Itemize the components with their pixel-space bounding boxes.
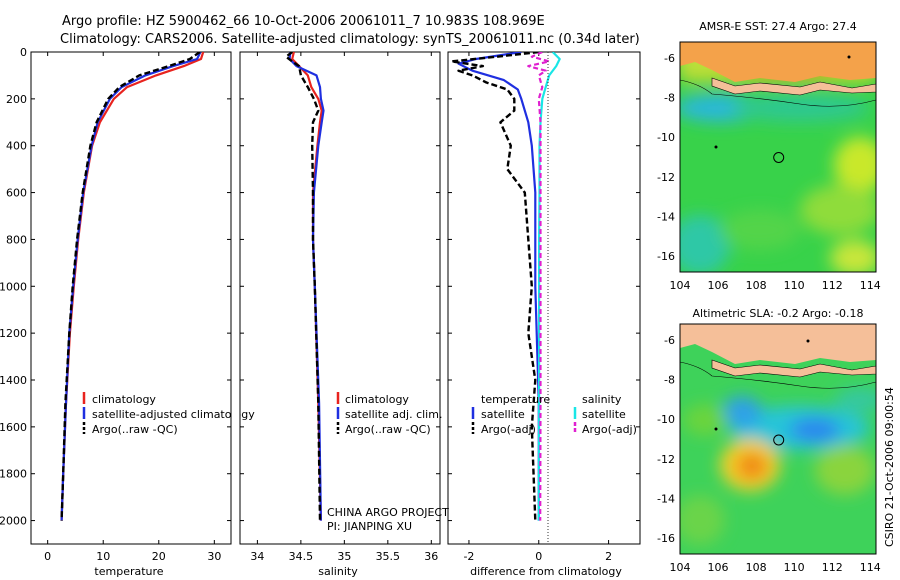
difference-series (450, 52, 561, 521)
map-y-tick-label: -12 (657, 453, 675, 466)
sst-map-frame (679, 41, 877, 273)
map-y-tick-label: -14 (657, 492, 675, 505)
map-y-tick-label: -10 (657, 413, 675, 426)
y-tick-label: 1000 (0, 280, 27, 293)
series-line-salinity-argo-adj- (527, 52, 551, 521)
figure-title-line1: Argo profile: HZ 5900462_66 10-Oct-2006 … (62, 14, 545, 29)
y-tick-label: 800 (6, 233, 27, 246)
x-tick-label: 0 (44, 550, 51, 563)
x-tick-label: 35 (337, 550, 351, 563)
series-line-climatology (291, 52, 323, 521)
x-tick-label: 2 (605, 550, 612, 563)
y-tick-label: 1600 (0, 421, 27, 434)
series-line-temperature-satellite (457, 52, 540, 521)
salinity-axis-label: salinity (318, 565, 358, 578)
project-pi: PI: JIANPING XU (327, 520, 412, 533)
legend-overflow-mask (231, 395, 240, 423)
legend-label-climatology: climatology (92, 393, 156, 406)
series-line-argo-raw-qc- (284, 52, 322, 521)
temperature-axis-label: temperature (94, 565, 163, 578)
legend-label-sal-argo: Argo(-adj) (582, 423, 637, 436)
map-y-tick-label: -8 (664, 92, 675, 105)
legend-label-climatology: climatology (345, 393, 409, 406)
map-y-tick-label: -6 (664, 334, 675, 347)
map-x-tick-label: 106 (708, 561, 729, 574)
legend-label-temp-satellite: satellite (481, 408, 525, 421)
y-tick-label: 1800 (0, 468, 27, 481)
temperature-panel-frame (30, 51, 232, 545)
x-tick-label: 20 (152, 550, 166, 563)
y-tick-label: 1400 (0, 374, 27, 387)
legend-label-sal-satellite: satellite (582, 408, 626, 421)
sst-map-title: AMSR-E SST: 27.4 Argo: 27.4 (699, 20, 857, 33)
x-tick-label: 36 (424, 550, 438, 563)
sla-map-frame (679, 323, 877, 555)
project-name: CHINA ARGO PROJECT (327, 506, 449, 519)
map-x-tick-label: 108 (746, 279, 767, 292)
legend-label-satellite: satellite-adjusted climatology (92, 408, 255, 421)
series-line-satellite-adjusted-climatology (60, 52, 202, 521)
salinity-series (284, 52, 325, 521)
series-line-argo-raw-qc- (60, 52, 201, 521)
map-x-tick-label: 114 (860, 561, 881, 574)
legend-header-salinity: salinity (582, 393, 622, 406)
temperature-series (60, 52, 205, 521)
series-line-satellite-adj-clim- (288, 52, 325, 521)
legend-label-temp-argo: Argo(-adj) (481, 423, 536, 436)
sst-map-image (680, 42, 876, 272)
y-tick-label: 0 (20, 46, 27, 59)
map-x-tick-label: 104 (670, 279, 691, 292)
map-x-tick-label: 110 (784, 561, 805, 574)
difference-panel-frame (447, 51, 641, 545)
temperature-legend: climatology satellite-adjusted climatolo… (82, 392, 255, 436)
sla-map-image (680, 324, 876, 554)
map-x-tick-label: 112 (822, 561, 843, 574)
map-x-tick-label: 104 (670, 561, 691, 574)
map-x-tick-label: 106 (708, 279, 729, 292)
series-line-temperature-argo-adj- (450, 52, 539, 521)
sla-map-title: Altimetric SLA: -0.2 Argo: -0.18 (693, 307, 864, 320)
map-y-tick-label: -10 (657, 131, 675, 144)
y-tick-label: 600 (6, 187, 27, 200)
map-y-tick-label: -16 (657, 250, 675, 263)
map-x-tick-label: 114 (860, 279, 881, 292)
y-tick-label: 200 (6, 93, 27, 106)
salinity-panel-frame (239, 51, 441, 545)
legend-label-argo: Argo(..raw -QC) (92, 423, 178, 436)
legend-header-temperature: temperature (481, 393, 550, 406)
x-tick-label: 34.5 (289, 550, 314, 563)
figure-title-line2: Climatology: CARS2006. Satellite-adjuste… (60, 32, 640, 47)
argo-location-marker (773, 152, 785, 163)
map-y-tick-label: -8 (664, 374, 675, 387)
series-line-salinity-satellite (537, 52, 561, 521)
x-tick-label: 10 (96, 550, 110, 563)
map-x-tick-label: 108 (746, 561, 767, 574)
x-tick-label: -2 (463, 550, 474, 563)
difference-axis-label: difference from climatology (470, 565, 622, 578)
x-tick-label: 35.5 (376, 550, 401, 563)
legend-label-argo: Argo(..raw -QC) (345, 423, 431, 436)
map-x-tick-label: 112 (822, 279, 843, 292)
x-tick-label: 30 (207, 550, 221, 563)
y-tick-label: 1200 (0, 327, 27, 340)
salinity-legend: climatology satellite adj. clim. Argo(..… (336, 392, 442, 436)
x-tick-label: 0 (535, 550, 542, 563)
map-y-tick-label: -14 (657, 210, 675, 223)
argo-location-marker (773, 434, 785, 446)
y-tick-label: 2000 (0, 515, 27, 528)
difference-legend: temperature satellite Argo(-adj) salinit… (471, 393, 637, 436)
map-y-tick-label: -12 (657, 171, 675, 184)
y-tick-label: 400 (6, 140, 27, 153)
map-y-tick-label: -16 (657, 532, 675, 545)
legend-label-satellite: satellite adj. clim. (345, 408, 442, 421)
x-tick-label: 34 (250, 550, 264, 563)
side-timestamp: CSIRO 21-Oct-2006 09:00:54 (883, 387, 896, 547)
map-y-tick-label: -6 (664, 52, 675, 65)
series-line-climatology (60, 52, 205, 521)
map-x-tick-label: 110 (784, 279, 805, 292)
